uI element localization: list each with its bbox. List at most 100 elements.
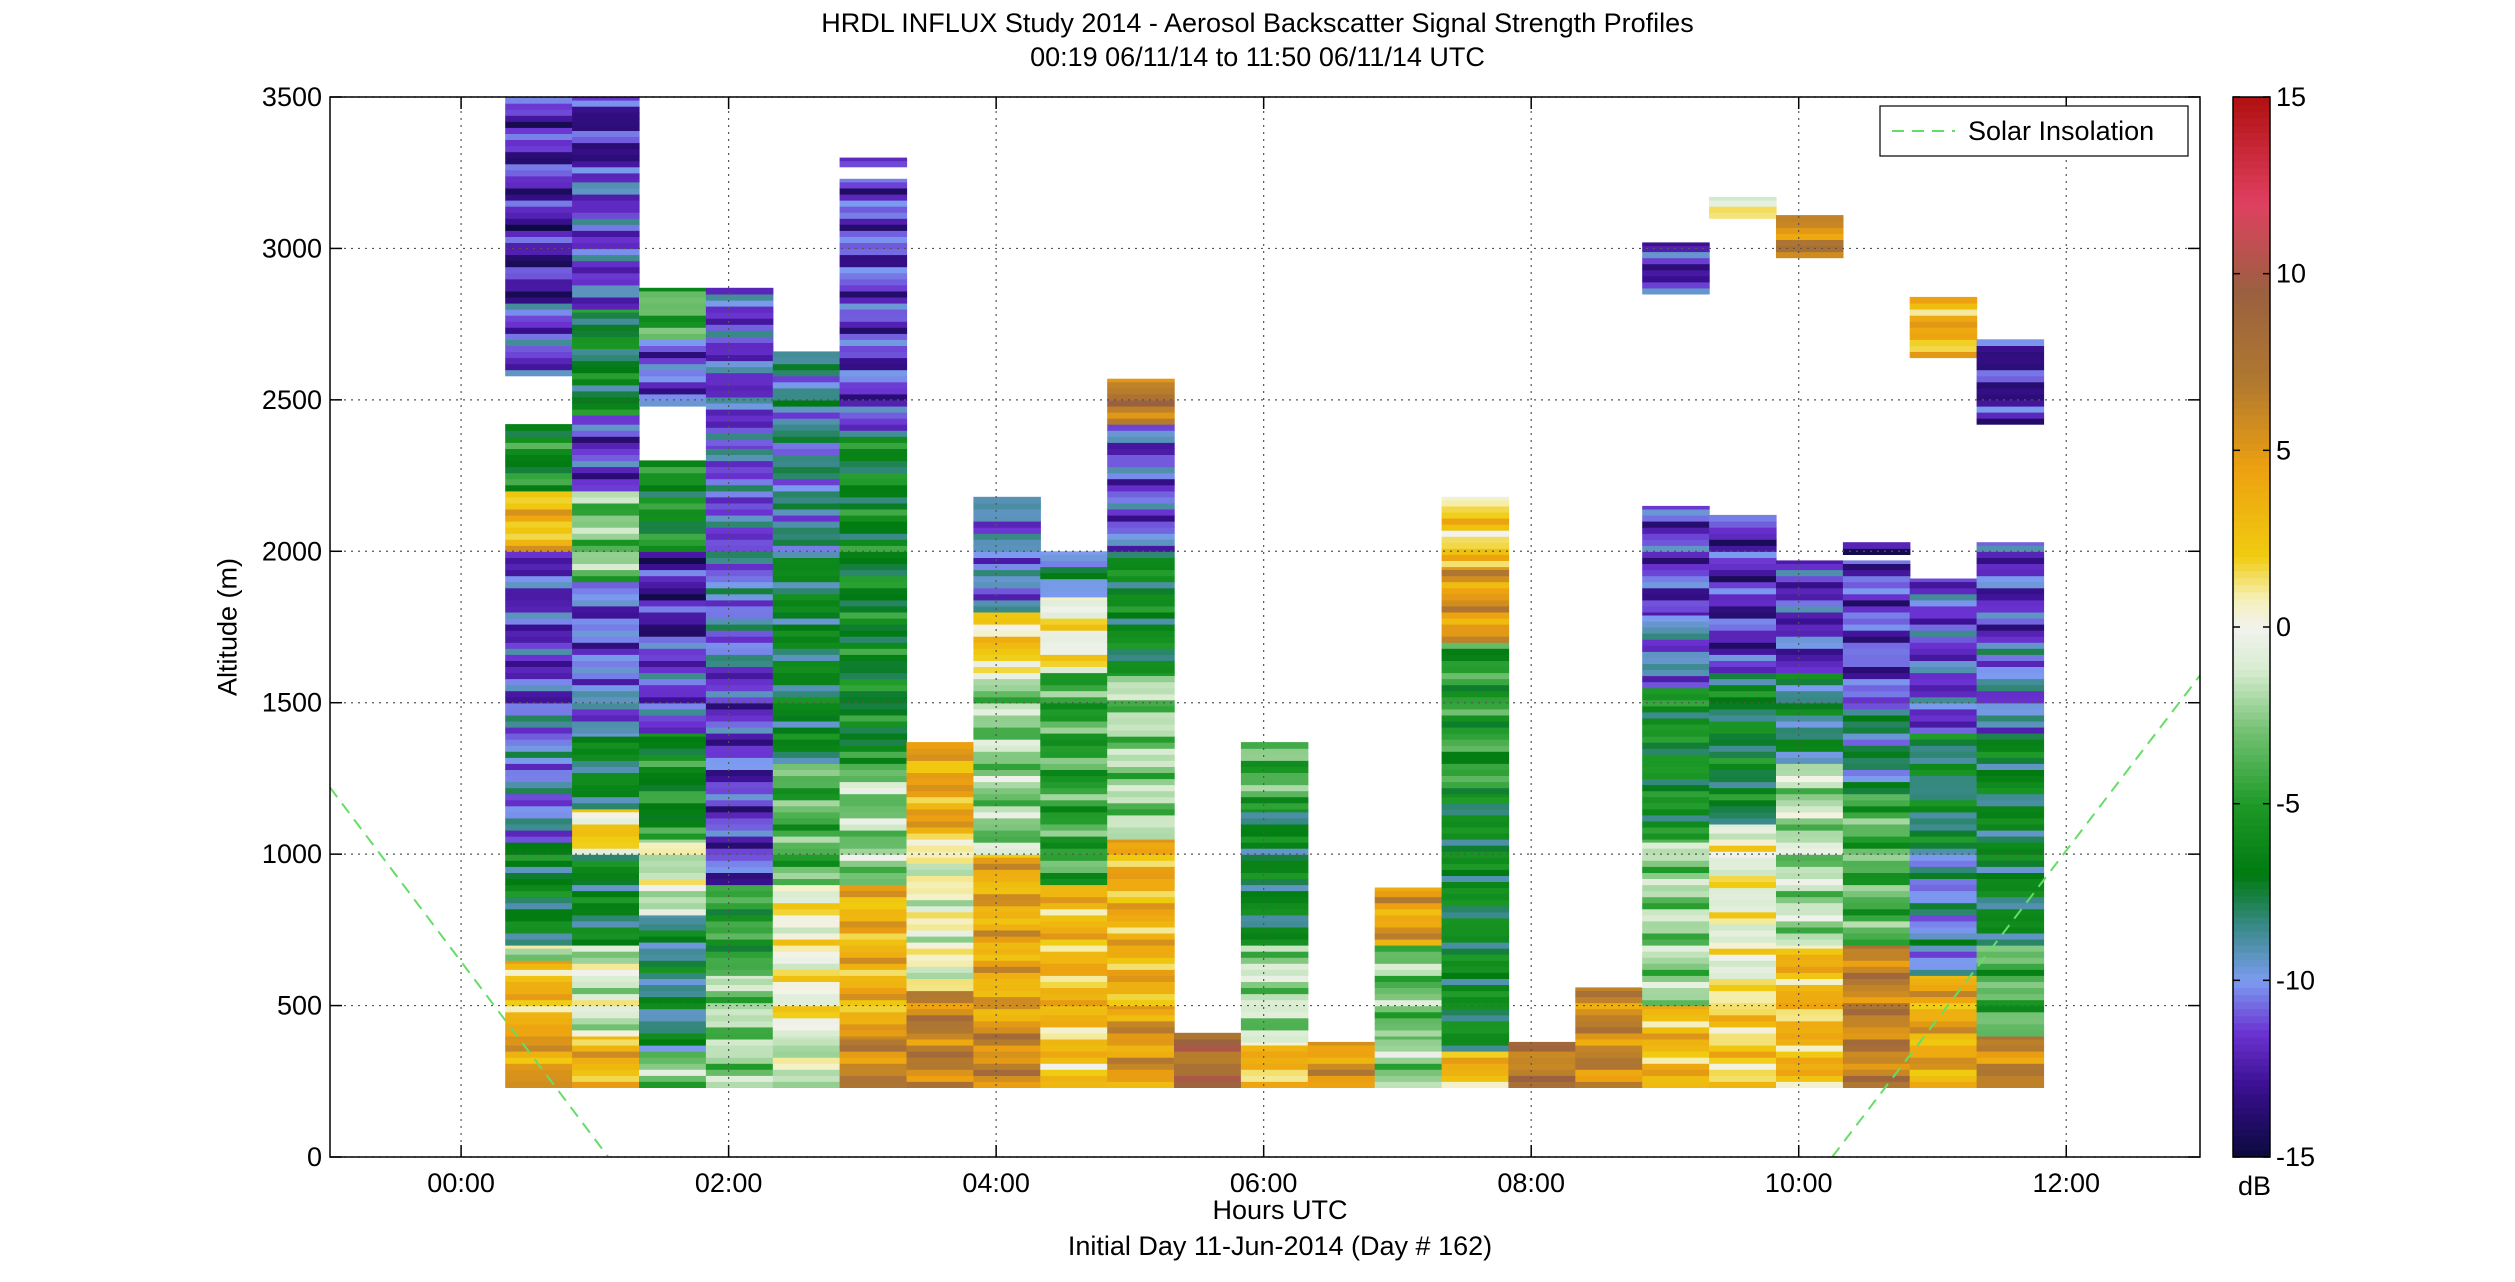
colorbar-cell <box>2233 146 2270 155</box>
heatmap-cell <box>1107 539 1175 546</box>
heatmap-cell <box>705 624 774 631</box>
heatmap-cell <box>906 760 974 767</box>
colorbar-cell <box>2233 167 2270 176</box>
heatmap-cell <box>1107 399 1175 407</box>
heatmap-cell <box>1776 227 1844 234</box>
heatmap-cell <box>1374 1011 1443 1019</box>
colorbar-cell <box>2233 775 2270 784</box>
heatmap-cell <box>1642 796 1710 804</box>
heatmap-cell <box>1709 839 1777 846</box>
heatmap-cell <box>839 1075 908 1082</box>
heatmap-cell <box>1776 696 1844 704</box>
heatmap-cell <box>1642 269 1710 277</box>
heatmap-cell <box>839 636 908 643</box>
heatmap-cell <box>1909 684 1978 692</box>
heatmap-cell <box>1441 1081 1510 1088</box>
heatmap-cell <box>1776 733 1844 740</box>
heatmap-cell <box>1776 239 1844 246</box>
heatmap-cell <box>1709 942 1777 949</box>
heatmap-cell <box>705 460 774 468</box>
heatmap-cell <box>1976 587 2045 595</box>
heatmap-cell <box>505 914 573 922</box>
heatmap-cell <box>1976 884 2045 892</box>
heatmap-cell <box>1040 963 1108 970</box>
heatmap-cell <box>572 666 640 674</box>
heatmap-cell <box>973 1020 1041 1028</box>
heatmap-cell <box>639 914 707 919</box>
heatmap-cell <box>1976 563 2045 571</box>
heatmap-cell <box>772 508 841 516</box>
heatmap-cell <box>1709 196 1777 201</box>
heatmap-cell <box>772 666 841 674</box>
heatmap-cell <box>839 642 908 649</box>
heatmap-cell <box>973 672 1041 680</box>
heatmap-cell <box>572 260 640 268</box>
heatmap-cell <box>839 430 908 437</box>
heatmap-cell <box>1976 630 2045 637</box>
heatmap-cell <box>639 702 707 710</box>
heatmap-cell <box>639 954 707 961</box>
heatmap-cell <box>572 302 640 310</box>
heatmap-cell <box>973 678 1041 686</box>
heatmap-cell <box>1976 878 2045 886</box>
heatmap-cell <box>1842 593 1911 601</box>
colorbar-cell <box>2233 139 2270 148</box>
heatmap-cell <box>1240 926 1309 934</box>
heatmap-cell <box>639 302 707 310</box>
heatmap-cell <box>705 611 774 619</box>
heatmap-cell <box>1441 942 1510 949</box>
heatmap-cell <box>973 1063 1041 1070</box>
heatmap-cell <box>1842 954 1911 961</box>
heatmap-cell <box>1842 775 1911 783</box>
heatmap-cell <box>772 733 841 740</box>
heatmap-cell <box>1040 751 1108 758</box>
heatmap-cell <box>1776 805 1844 813</box>
heatmap-cell <box>906 966 974 973</box>
heatmap-cell <box>1709 1014 1777 1022</box>
heatmap-cell <box>839 533 908 540</box>
heatmap-cell <box>705 1026 774 1034</box>
heatmap-cell <box>1909 315 1978 322</box>
heatmap-cell <box>1642 878 1710 886</box>
heatmap-cell <box>1040 702 1108 710</box>
heatmap-cell <box>1776 1014 1844 1022</box>
heatmap-cell <box>1976 1038 2045 1046</box>
heatmap-cell <box>1976 684 2045 692</box>
heatmap-cell <box>1842 690 1911 698</box>
heatmap-cell <box>1374 969 1443 976</box>
heatmap-cell <box>1909 617 1978 625</box>
heatmap-cell <box>572 442 640 449</box>
heatmap-cell <box>1240 981 1309 988</box>
heatmap-cell <box>973 984 1041 992</box>
heatmap-cell <box>1709 569 1777 577</box>
heatmap-cell <box>1776 996 1844 1004</box>
heatmap-cell <box>705 696 774 704</box>
heatmap-cell <box>1976 969 2045 976</box>
heatmap-cell <box>772 369 841 377</box>
heatmap-cell <box>839 823 908 831</box>
colorbar-cell <box>2233 966 2270 974</box>
heatmap-cell <box>772 920 841 928</box>
heatmap-cell <box>1709 763 1777 770</box>
heatmap-cell <box>572 557 640 564</box>
heatmap-cell <box>705 978 774 985</box>
heatmap-cell <box>572 166 640 174</box>
heatmap-cell <box>1909 854 1978 861</box>
heatmap-cell <box>1776 866 1844 873</box>
heatmap-cell <box>1040 920 1108 928</box>
heatmap-cell <box>839 563 908 571</box>
heatmap-cell <box>973 775 1041 783</box>
heatmap-cell <box>1040 787 1108 795</box>
heatmap-cell <box>639 642 707 649</box>
heatmap-cell <box>705 984 774 992</box>
heatmap-cell <box>1976 908 2045 916</box>
heatmap-cell <box>1240 1075 1309 1082</box>
heatmap-cell <box>505 575 573 583</box>
heatmap-cell <box>1976 981 2045 988</box>
heatmap-cell <box>1909 975 1978 979</box>
heatmap-cell <box>639 1002 707 1010</box>
heatmap-cell <box>505 266 573 274</box>
heatmap-cell <box>1909 978 1978 985</box>
heatmap-cell <box>1776 690 1844 698</box>
heatmap-cell <box>572 430 640 437</box>
